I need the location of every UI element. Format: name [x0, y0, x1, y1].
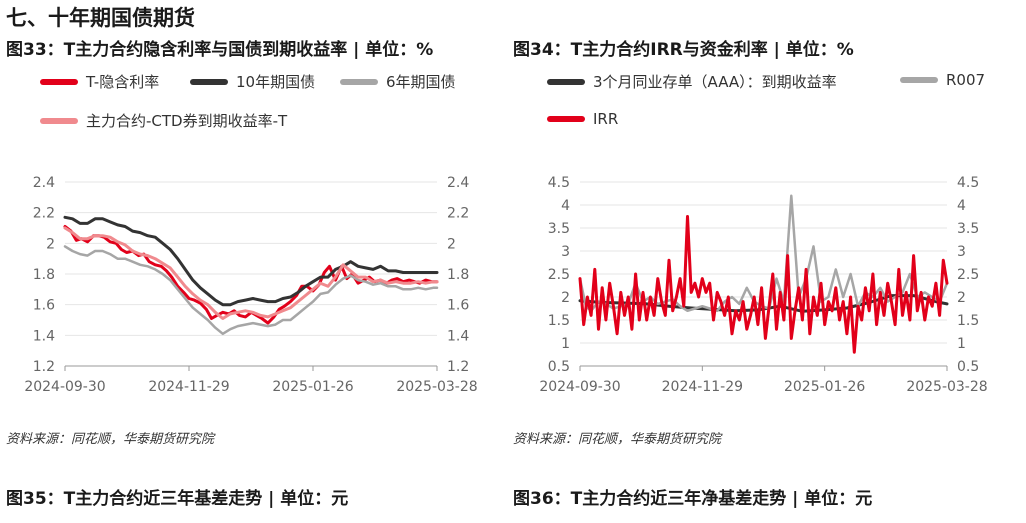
right-tick-label: 1.5: [957, 313, 979, 329]
legend-label: 6年期国债: [386, 73, 456, 91]
left-tick-label: 4: [561, 198, 570, 214]
left-tick-label: 1.4: [33, 328, 55, 344]
right-tick-label: 0.5: [957, 359, 979, 375]
legend-swatch: [190, 78, 228, 85]
legend-label: 3个月同业存单（AAA）：到期收益率: [593, 73, 837, 91]
series-line-2: [63, 245, 439, 336]
figure-33-title: 图33：T主力合约隐含利率与国债到期收益率 | 单位：%: [6, 40, 434, 60]
left-tick-label: 1: [561, 336, 570, 352]
figure-34-title: 图34：T主力合约IRR与资金利率 | 单位：%: [513, 40, 854, 60]
legend-label: IRR: [593, 110, 619, 128]
figure-35-title: 图35：T主力合约近三年基差走势 | 单位：元: [6, 489, 349, 509]
x-tick-label: 2025-03-28: [906, 379, 987, 395]
legend-swatch: [547, 116, 585, 122]
chart1-plot: 2.4 2.4 2.2 2.2 2 2 1.8 1.8 1.6 1.6 1.4 1.4 1.2 1.2 20…: [24, 175, 477, 395]
right-tick-label: 2.5: [957, 267, 979, 283]
right-tick-label: 2: [957, 290, 966, 306]
legend-item-implied-rate: T-隐含利率: [40, 71, 159, 92]
left-tick-label: 3.5: [548, 221, 570, 237]
legend-label: 10年期国债: [236, 73, 316, 91]
legend-item-irr: IRR: [547, 110, 618, 128]
legend-swatch: [40, 78, 78, 85]
legend-swatch: [40, 117, 78, 124]
legend-label: 主力合约-CTD券到期收益率-T: [86, 112, 288, 130]
right-tick-label: 4.5: [957, 175, 979, 191]
left-tick-label: 2: [561, 290, 570, 306]
legend-swatch: [547, 78, 585, 85]
x-tick-label: 2025-01-26: [272, 379, 353, 395]
series-line-0: [63, 225, 439, 325]
right-tick-label: 2: [447, 236, 456, 252]
source-note-2: 资料来源：同花顺，华泰期货研究院: [513, 432, 722, 447]
chart2-plot: 4.5 4.5 4 4 3.5 3.5 3 3 2.5 2.5 2 2 1.5 1.5 1 1 0.5 0.5 20…: [539, 175, 987, 395]
right-tick-label: 3: [957, 244, 966, 260]
x-tick-label: 2024-11-29: [148, 379, 229, 395]
right-tick-label: 1: [957, 336, 966, 352]
right-tick-label: 1.8: [447, 267, 469, 283]
legend-swatch: [340, 78, 378, 85]
legend-item-r007: R007: [900, 71, 985, 89]
left-tick-label: 2: [46, 236, 55, 252]
section-title: 七、十年期国债期货: [6, 6, 195, 30]
right-tick-label: 4: [957, 198, 966, 214]
right-tick-label: 1.2: [447, 359, 469, 375]
left-tick-label: 1.6: [33, 298, 55, 314]
left-tick-label: 1.5: [548, 313, 570, 329]
legend-swatch: [900, 77, 938, 83]
right-tick-label: 2.4: [447, 175, 469, 191]
left-tick-label: 2.4: [33, 175, 55, 191]
x-tick-label: 2024-09-30: [24, 379, 105, 395]
legend-label: T-隐含利率: [86, 73, 160, 91]
right-tick-label: 1.4: [447, 328, 469, 344]
legend-item-ctd-yield: 主力合约-CTD券到期收益率-T: [40, 110, 287, 131]
right-tick-label: 3.5: [957, 221, 979, 237]
series-line-2: [578, 215, 949, 354]
figure-36-title: 图36：T主力合约近三年净基差走势 | 单位：元: [513, 489, 873, 509]
left-tick-label: 2.2: [33, 206, 55, 222]
x-tick-label: 2025-01-26: [784, 379, 865, 395]
right-tick-label: 2.2: [447, 206, 469, 222]
left-tick-label: 1.8: [33, 267, 55, 283]
left-tick-label: 1.2: [33, 359, 55, 375]
left-tick-label: 2.5: [548, 267, 570, 283]
legend-item-ncd-yield: 3个月同业存单（AAA）：到期收益率: [547, 71, 837, 92]
legend-item-6y-bond: 6年期国债: [340, 71, 456, 92]
source-note-1: 资料来源：同花顺，华泰期货研究院: [6, 432, 215, 447]
legend-item-10y-bond: 10年期国债: [190, 71, 315, 92]
series-line-3: [63, 226, 439, 320]
right-tick-label: 1.6: [447, 298, 469, 314]
x-tick-label: 2025-03-28: [396, 379, 477, 395]
x-tick-label: 2024-11-29: [662, 379, 743, 395]
x-tick-label: 2024-09-30: [539, 379, 620, 395]
series-line-1: [63, 215, 439, 307]
left-tick-label: 4.5: [548, 175, 570, 191]
left-tick-label: 3: [561, 244, 570, 260]
legend-label: R007: [946, 71, 986, 89]
left-tick-label: 0.5: [548, 359, 570, 375]
